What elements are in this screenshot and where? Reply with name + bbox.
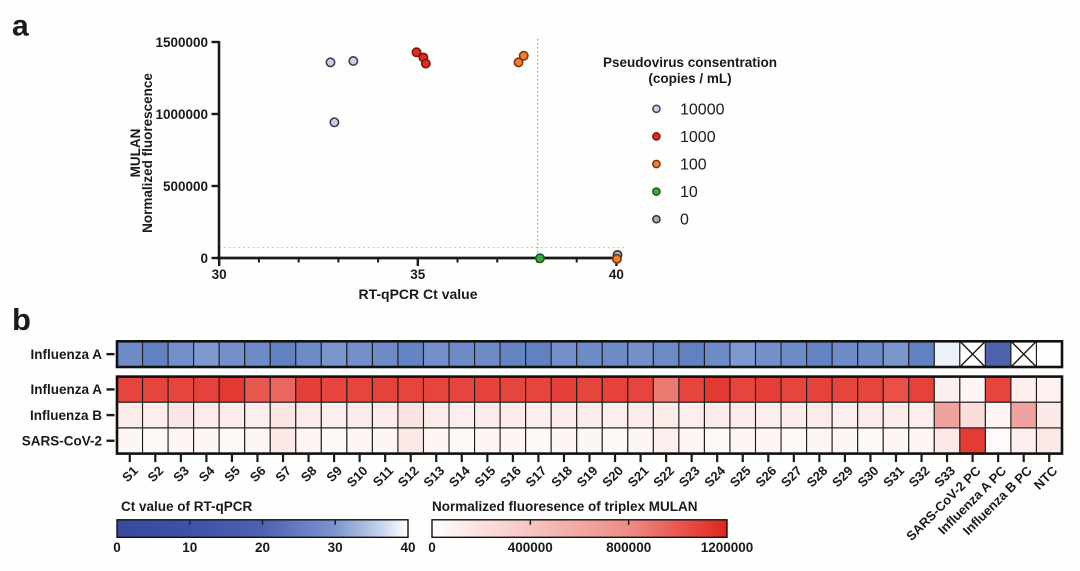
svg-text:RT-qPCR Ct value: RT-qPCR Ct value bbox=[358, 286, 477, 302]
svg-text:(copies / mL): (copies / mL) bbox=[648, 71, 731, 86]
svg-text:500000: 500000 bbox=[163, 179, 208, 194]
svg-text:0: 0 bbox=[200, 251, 208, 266]
svg-text:100: 100 bbox=[680, 157, 707, 174]
svg-text:0: 0 bbox=[113, 540, 121, 555]
svg-text:1000: 1000 bbox=[680, 129, 716, 146]
svg-text:400000: 400000 bbox=[508, 540, 553, 555]
svg-text:Influenza A: Influenza A bbox=[30, 347, 102, 362]
svg-text:30: 30 bbox=[212, 267, 227, 282]
svg-text:40: 40 bbox=[609, 267, 624, 282]
svg-text:30: 30 bbox=[328, 540, 343, 555]
svg-text:1000000: 1000000 bbox=[155, 107, 208, 122]
svg-text:Ct value of RT-qPCR: Ct value of RT-qPCR bbox=[121, 499, 253, 514]
svg-text:10: 10 bbox=[680, 184, 698, 201]
svg-text:Influenza B: Influenza B bbox=[30, 408, 102, 423]
svg-text:MULAN: MULAN bbox=[128, 129, 143, 178]
svg-text:0: 0 bbox=[680, 212, 689, 229]
svg-text:1500000: 1500000 bbox=[155, 35, 208, 50]
svg-text:35: 35 bbox=[410, 267, 426, 282]
svg-text:Influenza A: Influenza A bbox=[30, 382, 102, 397]
svg-text:20: 20 bbox=[255, 540, 270, 555]
svg-text:b: b bbox=[12, 302, 31, 337]
svg-text:10000: 10000 bbox=[680, 101, 725, 118]
svg-text:Normalized fluorescence: Normalized fluorescence bbox=[140, 73, 155, 233]
svg-text:40: 40 bbox=[400, 540, 415, 555]
svg-text:Pseudovirus consentration: Pseudovirus consentration bbox=[603, 55, 777, 70]
svg-text:10: 10 bbox=[182, 540, 197, 555]
svg-text:Normalized fluoresence of trip: Normalized fluoresence of triplex MULAN bbox=[432, 499, 698, 514]
svg-text:800000: 800000 bbox=[606, 540, 651, 555]
svg-text:SARS-CoV-2: SARS-CoV-2 bbox=[22, 434, 102, 449]
svg-text:0: 0 bbox=[428, 540, 436, 555]
svg-text:1200000: 1200000 bbox=[701, 540, 754, 555]
svg-text:a: a bbox=[12, 10, 29, 43]
